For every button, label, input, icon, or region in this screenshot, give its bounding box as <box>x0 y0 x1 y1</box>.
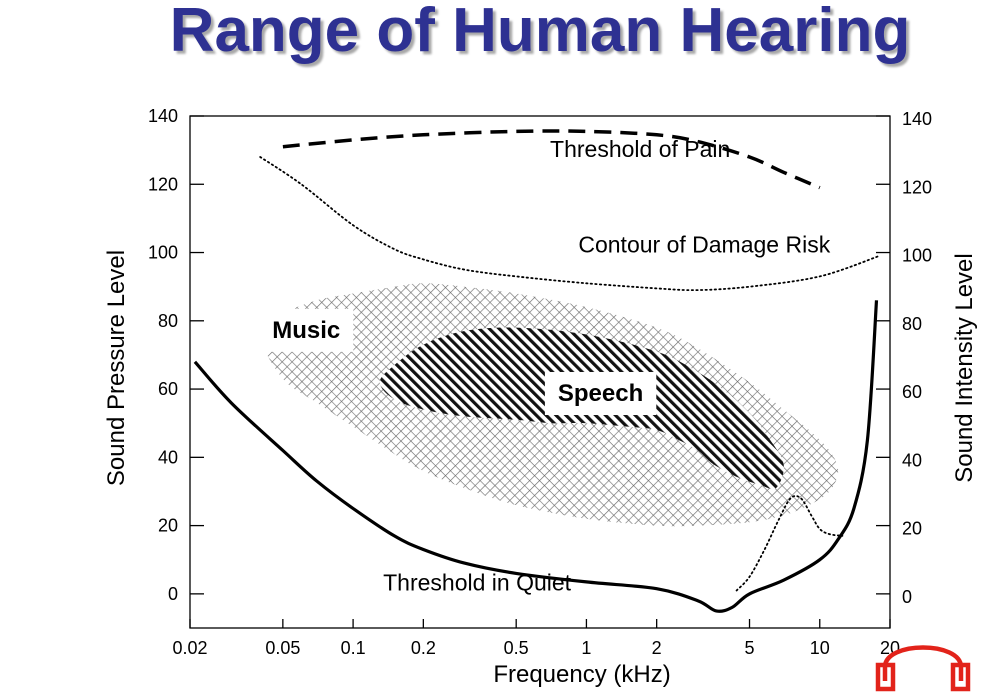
x-tick-label: 0.5 <box>504 638 529 658</box>
series-line-contour-of-damage-risk <box>259 156 881 292</box>
headphones-icon <box>875 645 971 692</box>
y-tick-label-right: 120 <box>902 177 932 197</box>
y-tick-label-right: 100 <box>902 246 932 266</box>
y-axis-label-left: Sound Pressure Level <box>103 250 130 486</box>
y-tick-label-right: 0 <box>902 587 912 607</box>
annotations-layer: Threshold of Pain Contour of Damage Risk T… <box>259 136 831 595</box>
series-line-resonance-3 <box>735 495 844 592</box>
annotation-speech: Speech <box>544 372 657 416</box>
x-tick-label: 0.2 <box>411 638 436 658</box>
y-tick-label-left: 0 <box>168 584 178 604</box>
y-tick-label-left: 120 <box>148 174 178 194</box>
annotation-box <box>259 308 354 352</box>
page-title: Range of Human Hearing <box>169 0 911 65</box>
x-tick-label: 0.05 <box>265 638 300 658</box>
y-tick-label-right: 40 <box>902 450 922 470</box>
x-tick-label: 5 <box>745 638 755 658</box>
annotation-threshold-of-pain: Threshold of Pain <box>550 136 730 162</box>
annotation-threshold-in-quiet: Threshold in Quiet <box>383 569 572 595</box>
y-tick-label-left: 60 <box>158 379 178 399</box>
y-tick-label-left: 80 <box>158 311 178 331</box>
annotation-contour-of-damage-risk: Contour of Damage Risk <box>578 232 830 258</box>
annotation-text: Threshold in Quiet <box>383 569 572 595</box>
y-tick-label-right: 80 <box>902 314 922 334</box>
annotation-text: Music <box>272 317 340 344</box>
annotation-text: Contour of Damage Risk <box>578 232 830 258</box>
series-layer <box>193 129 881 613</box>
series-line-threshold-in-quiet <box>193 300 879 613</box>
annotation-text: Speech <box>558 380 643 407</box>
x-tick-label: 0.1 <box>341 638 366 658</box>
x-tick-label: 0.02 <box>172 638 207 658</box>
y-tick-label-left: 100 <box>148 243 178 263</box>
plot-frame <box>189 115 891 629</box>
x-tick-label: 1 <box>581 638 591 658</box>
x-tick-label: 10 <box>810 638 830 658</box>
y-tick-label-left: 140 <box>148 106 178 126</box>
annotation-text: Threshold of Pain <box>550 136 730 162</box>
series-line-threshold-of-pain <box>282 129 821 190</box>
y-tick-label-left: 20 <box>158 516 178 536</box>
y-tick-label-right: 20 <box>902 519 922 539</box>
y-tick-label-left: 40 <box>158 447 178 467</box>
y-tick-label-right: 60 <box>902 382 922 402</box>
y-axis-label-right: Sound Intensity Level <box>951 253 978 483</box>
y-tick-label-right: 140 <box>902 109 932 129</box>
x-axis-label: Frequency (kHz) <box>493 661 670 688</box>
annotation-music: Music <box>259 308 354 352</box>
annotation-box <box>544 372 657 416</box>
x-tick-label: 2 <box>652 638 662 658</box>
